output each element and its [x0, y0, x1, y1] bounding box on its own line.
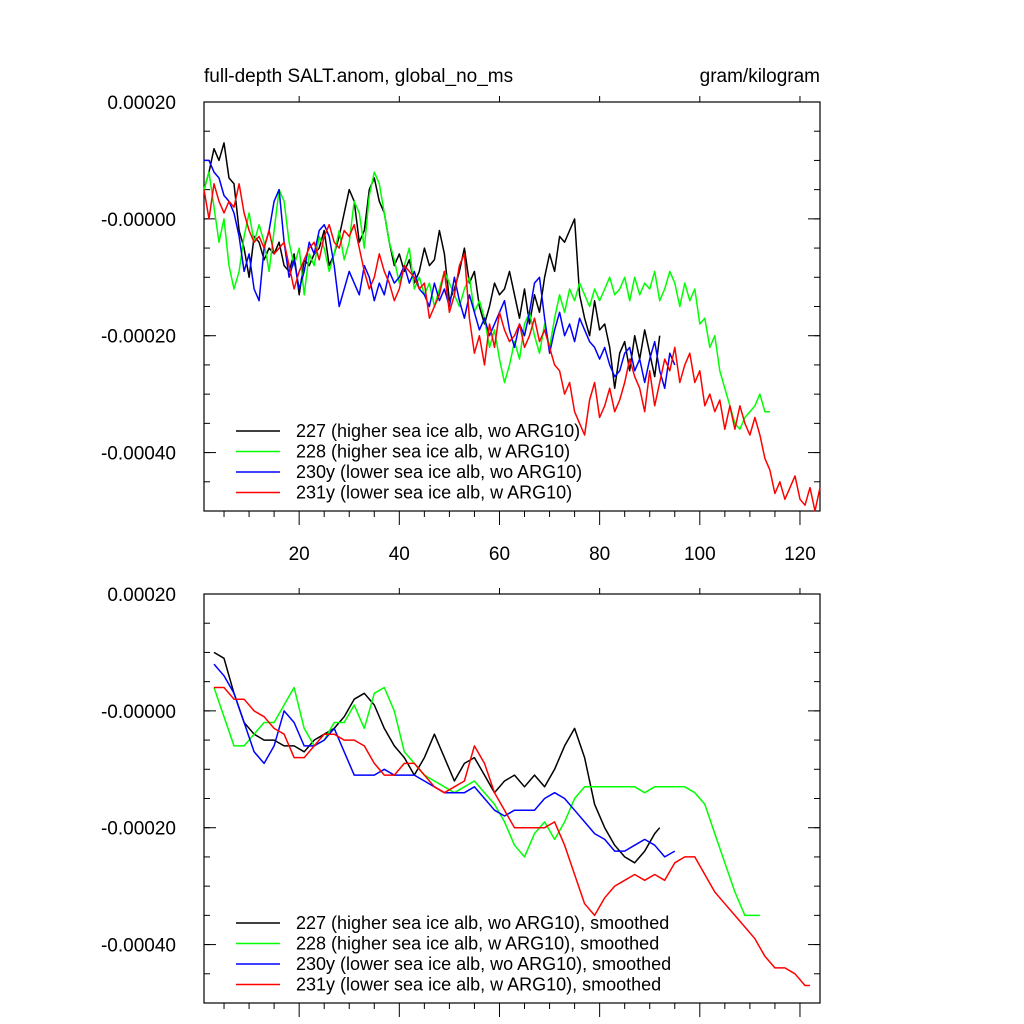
x-tick-label: 20 [289, 544, 310, 565]
legend-label: 230y (lower sea ice alb, wo ARG10) [296, 462, 582, 482]
legend-label: 230y (lower sea ice alb, wo ARG10), smoo… [296, 954, 671, 974]
y-tick-label: -0.00040 [101, 444, 176, 465]
y-tick-label: -0.00000 [101, 210, 176, 231]
series-line-3 [204, 159, 676, 390]
bottom-panel: 0.00020 -0.00000 -0.00020 -0.00040 227 (high… [101, 585, 821, 1017]
legend-label: 228 (higher sea ice alb, w ARG10), smoot… [296, 934, 659, 954]
x-tick-label: 100 [684, 544, 716, 565]
legend-label: 231y (lower sea ice alb, w ARG10), smoot… [296, 975, 661, 995]
top-panel: full-depth SALT.anom, global_no_ms gram/k… [101, 66, 821, 565]
y-tick-label: -0.00000 [101, 702, 176, 723]
y-tick-label: -0.00020 [101, 819, 176, 840]
chart-title: full-depth SALT.anom, global_no_ms [204, 66, 513, 87]
x-tick-label: 40 [389, 544, 410, 565]
legend-label: 231y (lower sea ice alb, w ARG10) [296, 483, 572, 503]
legend-label: 227 (higher sea ice alb, wo ARG10) [296, 421, 580, 441]
series-line-4 [214, 686, 810, 987]
x-tick-label: 80 [589, 544, 610, 565]
x-tick-label: 60 [489, 544, 510, 565]
y-tick-label: 0.00020 [107, 93, 176, 114]
y-tick-label: -0.00020 [101, 327, 176, 348]
x-tick-label: 120 [784, 544, 816, 565]
series-line-4 [203, 183, 821, 512]
legend-label: 228 (higher sea ice alb, w ARG10) [296, 442, 570, 462]
series-line-1 [203, 142, 661, 390]
legend-label: 227 (higher sea ice alb, wo ARG10), smoo… [296, 913, 669, 933]
y-tick-label: 0.00020 [107, 585, 176, 606]
series-line-2 [213, 686, 760, 917]
series-line-2 [203, 171, 770, 430]
units-label: gram/kilogram [700, 66, 820, 87]
y-tick-label: -0.00040 [101, 936, 176, 957]
